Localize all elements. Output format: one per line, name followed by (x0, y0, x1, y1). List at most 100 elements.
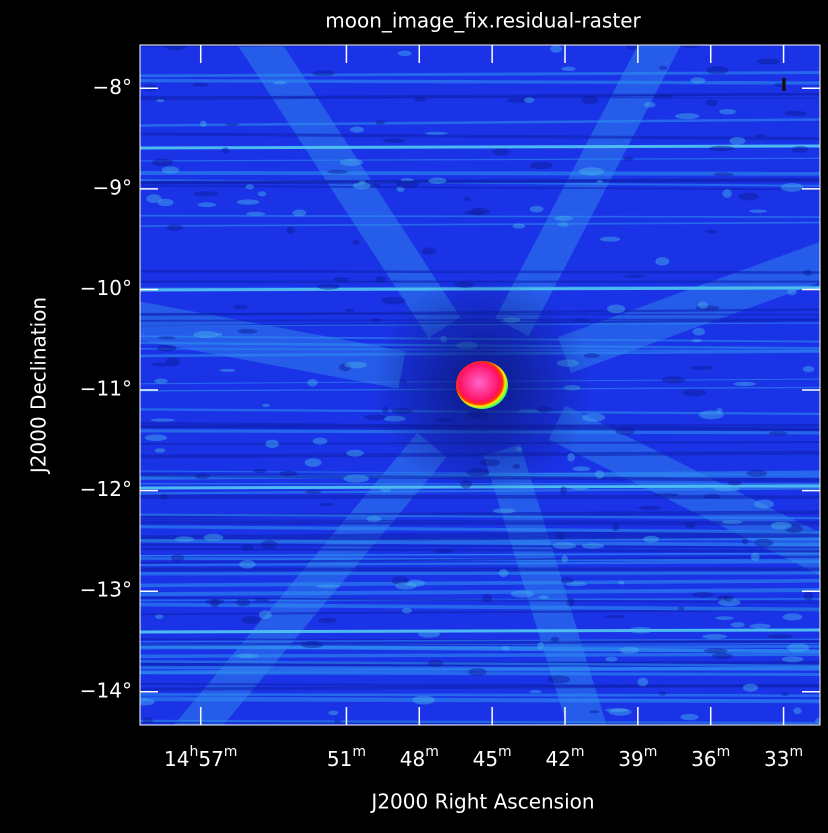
speckle (319, 503, 335, 507)
speckle (698, 285, 707, 290)
speckle (140, 698, 155, 706)
speckle (718, 598, 741, 607)
speckle (733, 381, 756, 387)
speckle (782, 613, 803, 621)
ray (483, 444, 607, 725)
speckle (554, 215, 573, 221)
speckle (203, 533, 224, 541)
speckle (346, 449, 364, 457)
speckle (221, 147, 229, 154)
speckle (560, 486, 567, 496)
speckle (492, 508, 516, 514)
streak (140, 521, 820, 526)
speckle (237, 328, 258, 334)
speckle (175, 536, 194, 542)
speckle (703, 648, 728, 654)
streak (140, 547, 820, 553)
streak (140, 221, 820, 227)
speckle (547, 675, 570, 684)
speckle (159, 494, 168, 500)
speckle (705, 229, 718, 234)
speckle (674, 113, 700, 120)
speckle (561, 66, 576, 71)
speckle (565, 581, 587, 587)
streak (140, 560, 820, 567)
speckle (612, 523, 620, 532)
speckle (512, 223, 526, 229)
streak (140, 513, 820, 520)
speckle (596, 180, 603, 184)
speckle (225, 122, 240, 127)
speckle (741, 538, 748, 545)
y-tick-label: −12° (80, 477, 132, 501)
speckle (382, 138, 406, 143)
speckle (550, 636, 560, 643)
speckle (605, 656, 618, 662)
speckle (205, 598, 225, 605)
speckle (581, 413, 606, 422)
streak (140, 609, 820, 616)
speckle (246, 211, 266, 216)
speckle (661, 376, 686, 384)
streak (140, 525, 820, 534)
speckle (428, 659, 444, 668)
speckle (210, 598, 220, 608)
speckle (682, 389, 707, 397)
y-axis-label: J2000 Declination (27, 297, 51, 475)
streak (140, 578, 820, 588)
speckle (197, 202, 217, 208)
speckle (738, 192, 760, 201)
speckle (659, 65, 668, 70)
speckle (618, 580, 625, 585)
speckle (754, 538, 774, 547)
streak (140, 157, 820, 162)
streak (140, 538, 820, 547)
streak (140, 571, 820, 576)
speckle (711, 652, 733, 660)
streak (140, 640, 820, 647)
speckle (607, 304, 626, 314)
speckle (561, 554, 568, 563)
speckle (259, 610, 272, 620)
speckle (412, 695, 435, 705)
speckle (550, 45, 563, 53)
speckle (154, 448, 166, 453)
streak (140, 638, 820, 643)
speckle (643, 102, 656, 108)
speckle (380, 487, 392, 493)
x-tick-label: 48m (400, 744, 439, 771)
speckle (753, 499, 775, 509)
speckle (793, 707, 802, 715)
speckle (658, 691, 667, 696)
speckle (260, 540, 278, 550)
streak (140, 660, 820, 667)
speckle (510, 590, 534, 598)
speckle (589, 710, 600, 714)
speckle (784, 110, 807, 117)
ray (558, 241, 820, 373)
speckle (401, 607, 413, 614)
speckle (144, 434, 168, 442)
speckle (236, 199, 260, 205)
speckle (780, 183, 804, 192)
speckle (815, 717, 820, 724)
speckle (150, 418, 176, 422)
speckle (680, 713, 699, 721)
speckle (241, 544, 254, 551)
speckle (560, 577, 574, 584)
speckle (161, 166, 180, 174)
speckle (723, 594, 734, 602)
x-tick-label: 51m (327, 744, 366, 771)
speckle (698, 301, 708, 309)
speckle (787, 289, 797, 296)
bright-streak (140, 144, 820, 150)
speckle (156, 99, 165, 103)
speckle (154, 378, 168, 384)
speckle (773, 83, 785, 88)
y-tick-label: −10° (80, 276, 132, 300)
speckle (619, 646, 640, 654)
speckle (262, 403, 271, 407)
speckle (754, 134, 767, 138)
speckle (594, 470, 605, 479)
streak (140, 652, 820, 658)
